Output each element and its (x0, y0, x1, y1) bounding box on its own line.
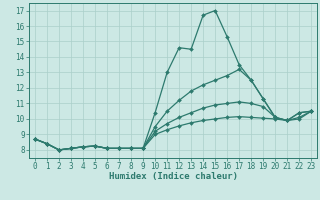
X-axis label: Humidex (Indice chaleur): Humidex (Indice chaleur) (108, 172, 238, 181)
